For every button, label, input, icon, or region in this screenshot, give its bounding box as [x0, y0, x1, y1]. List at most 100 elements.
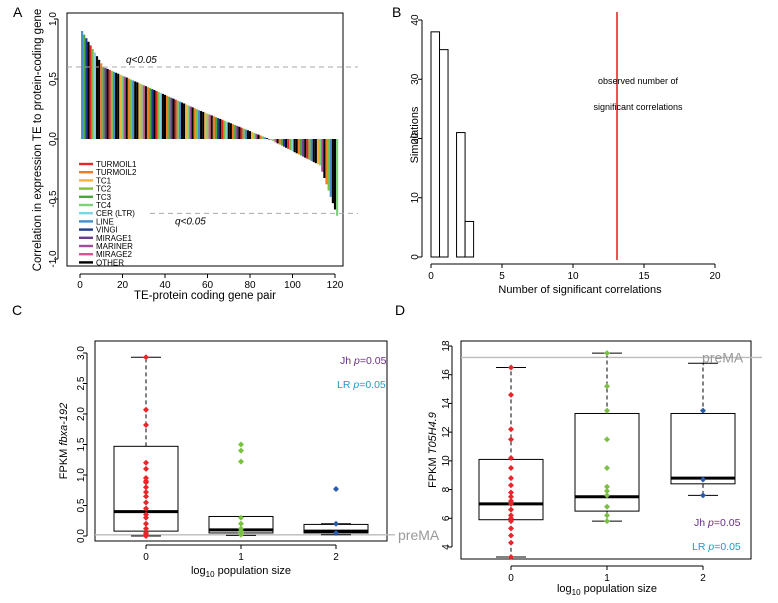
panel-a-legend-label: MIRAGE2 — [96, 250, 133, 259]
data-point — [508, 489, 514, 496]
panel-c-points — [143, 354, 339, 539]
panel-c-test-jh: Jh p=0.05 — [340, 355, 387, 367]
data-point — [604, 488, 610, 495]
panel-d-x-label-rest: population size — [581, 583, 657, 595]
data-point — [604, 503, 610, 510]
panel-a-bar — [280, 139, 283, 146]
panel-a-x-label: TE-protein coding gene pair — [134, 290, 276, 302]
panel-d-test-lr: LR p=0.05 — [692, 541, 741, 553]
panel-a-bar — [138, 83, 141, 139]
panel-c-x-label-rest: population size — [215, 565, 291, 577]
data-point — [333, 486, 339, 493]
panel-a-bar — [123, 76, 126, 139]
panel-a-bar — [83, 34, 86, 139]
panel-b-x-tick-label: 20 — [709, 271, 721, 282]
panel-a-bar — [323, 139, 326, 178]
panel-a-bar — [240, 127, 243, 139]
panel-a-bar — [253, 132, 256, 139]
panel-d-frame — [460, 340, 752, 560]
panel-a-bar — [85, 38, 88, 140]
x-tick-label: 1 — [238, 552, 244, 563]
panel-a-bar — [291, 139, 294, 152]
panel-a-legend-label: VINGI — [96, 226, 118, 235]
data-point — [700, 492, 706, 499]
panel-a-bar — [293, 139, 296, 153]
data-point — [143, 511, 149, 518]
panel-a-bar — [210, 115, 213, 139]
data-point — [508, 482, 514, 489]
panel-a-bar — [297, 139, 300, 155]
panel-a-x-tick-label: 120 — [327, 280, 344, 291]
panel-a-bar — [193, 108, 196, 139]
panel-c-test-lr-p: p — [352, 379, 359, 391]
data-point — [700, 476, 706, 483]
panel-a-y-tick-label: 1.0 — [48, 12, 59, 26]
x-tick-label: 0 — [143, 552, 149, 563]
panel-a-bar — [81, 31, 84, 139]
panel-c-test-lr-value: =0.05 — [359, 379, 386, 391]
data-point — [508, 539, 514, 546]
panel-a-bar — [91, 49, 94, 139]
panel-a-bar — [316, 139, 320, 165]
data-point — [508, 554, 514, 561]
panel-a-bar — [87, 41, 90, 139]
panel-a-bar — [134, 81, 137, 139]
data-point — [508, 475, 514, 482]
panel-a-bar — [157, 91, 160, 139]
panel-a-bar — [261, 136, 264, 139]
panel-d-y-label-gene: T05H4.9 — [427, 412, 439, 454]
box-iqr — [670, 412, 736, 485]
panel-a-bar — [170, 97, 173, 139]
panel-c-y-label-unit: FPKM — [58, 446, 70, 480]
panel-a-legend-label: MIRAGE1 — [96, 234, 133, 243]
panel-c-x-axis: 0 1 2 — [143, 544, 339, 563]
panel-a-bar — [172, 98, 175, 139]
panel-a-bar — [108, 69, 111, 139]
panel-a-x-tick-label: 40 — [159, 280, 171, 291]
panel-a-bar — [251, 132, 254, 139]
data-point — [508, 506, 514, 513]
panel-c-test-jh-p: p — [353, 355, 360, 367]
panel-a-bar — [197, 110, 201, 139]
y-tick-label: 2.5 — [76, 376, 87, 390]
panel-a-bar — [125, 77, 128, 139]
panel-a-bar — [187, 105, 190, 139]
panel-a-threshold-lower-label: q<0.05 — [175, 216, 206, 227]
panel-a-y-tick-label: 0.5 — [48, 72, 59, 86]
panel-a-bar — [185, 104, 188, 139]
y-tick-label: 3.0 — [76, 346, 87, 360]
panel-a-bar — [153, 90, 156, 139]
panel-a-legend-label: CER (LTR) — [96, 209, 135, 218]
panel-a-threshold-upper-label: q<0.05 — [126, 55, 157, 66]
data-point — [604, 383, 610, 390]
data-point — [508, 500, 514, 507]
y-tick-label: 1.0 — [76, 468, 87, 482]
panel-a-bar — [202, 111, 205, 139]
panel-c-reference-label: preMA — [398, 527, 440, 543]
panel-a-bar — [276, 139, 279, 144]
panel-d-test-jh-value: =0.05 — [714, 517, 741, 529]
panel-a-bar — [319, 139, 322, 166]
panel-a-bar — [102, 67, 105, 139]
panel-a-bar — [272, 139, 275, 142]
panel-a-bar — [93, 52, 96, 139]
panel-d-test-lr-value: =0.05 — [714, 541, 741, 553]
y-tick-label: 0.0 — [76, 529, 87, 543]
panel-d-points — [508, 350, 706, 561]
panel-a-bar — [248, 131, 252, 139]
panel-d-x-label: log10 population size — [557, 583, 657, 597]
x-tick-label: 2 — [333, 552, 339, 563]
panel-d-y-label: FPKM T05H4.9 — [427, 412, 439, 488]
data-point — [508, 518, 514, 525]
data-point — [604, 518, 610, 525]
panel-b-y-tick-label: 30 — [410, 73, 421, 85]
data-point — [508, 532, 514, 539]
y-tick-label: 0.5 — [76, 498, 87, 512]
panel-a-bar — [115, 72, 118, 139]
panel-a-bar — [287, 139, 290, 149]
panel-label-c: C — [12, 302, 22, 318]
panel-c-x-label: log10 population size — [191, 565, 291, 579]
panel-a-bar — [191, 107, 194, 139]
panel-c-test-lr: LR p=0.05 — [337, 379, 386, 391]
panel-a-bar — [278, 139, 281, 145]
